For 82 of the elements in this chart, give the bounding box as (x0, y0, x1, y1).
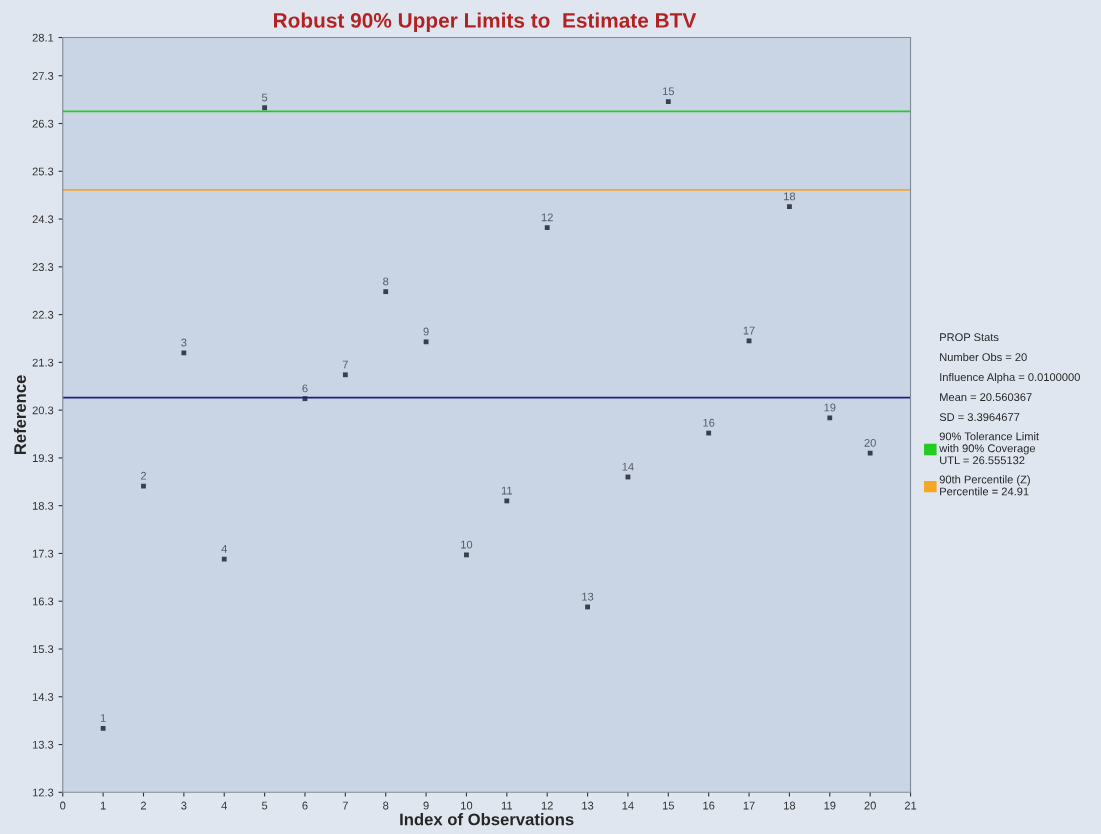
point (100, 725, 106, 731)
x-tick-label: 5 (261, 801, 268, 810)
point (827, 415, 833, 421)
annotation: 10 (461, 540, 473, 549)
y-tick-label: 27.3 (32, 72, 54, 80)
point (504, 498, 510, 504)
annotation: 4 (221, 545, 227, 553)
y-tick-label: 22.3 (32, 310, 54, 319)
y-tick-label: 26.3 (32, 119, 54, 128)
y-tick-label: 21.3 (32, 358, 54, 367)
y-tick-label: 18.3 (32, 501, 54, 510)
x-tick-label: 9 (423, 801, 429, 810)
annotation: 12 (541, 213, 553, 222)
legend-label: 90% Tolerance Limit with 90% Coverage UTL = 26.555132 (939, 432, 1039, 465)
x-tick-label: 4 (221, 801, 227, 810)
x-tick-label: 12 (541, 801, 553, 810)
point (262, 105, 268, 111)
y-tick-label: 20.3 (32, 406, 54, 415)
annotation: 15 (662, 87, 675, 96)
x-tick-label: 8 (383, 801, 389, 810)
annotation: 3 (181, 338, 187, 347)
annotation: 2 (140, 471, 147, 480)
x-tick-label: 19 (824, 801, 836, 810)
point (544, 225, 550, 231)
y-tick-label: 24.3 (32, 215, 54, 224)
y-tick-label: 12.3 (32, 788, 54, 797)
text: Number Obs = 20 (940, 352, 1027, 362)
annotation: 6 (302, 384, 308, 393)
x-tick-label: 21 (904, 801, 917, 810)
x-tick-label: 11 (501, 801, 513, 810)
x-tick-label: 18 (784, 801, 796, 810)
point (867, 450, 873, 456)
annotation: 5 (261, 93, 268, 102)
x-tick-label: 3 (181, 801, 187, 810)
x-tick-label: 20 (864, 801, 876, 810)
y-tick-label: 15.3 (32, 645, 54, 654)
y-axis-title: Reference (13, 375, 27, 455)
x-tick-label: 1 (100, 801, 106, 810)
y-tick-label: 28.1 (32, 33, 54, 42)
annotation: 11 (501, 486, 513, 495)
text: Influence Alpha = 0.0100000 (940, 372, 1080, 384)
x-axis-title: Index of Observations (400, 813, 574, 826)
annotation: 7 (342, 360, 348, 369)
x-tick-label: 0 (60, 801, 66, 810)
y-tick-label: 13.3 (32, 740, 54, 749)
x-tick-label: 7 (342, 801, 348, 810)
point (665, 99, 671, 104)
chart-title: Robust 90% Upper Limits to Estimate BTV (274, 12, 697, 32)
annotation: 20 (864, 438, 876, 447)
x-tick-label: 6 (302, 801, 308, 810)
x-tick-label: 17 (743, 801, 755, 810)
x-tick-label: 16 (703, 801, 715, 810)
point (787, 204, 792, 210)
y-tick-label: 23.3 (32, 263, 54, 271)
y-tick-label: 14.3 (32, 693, 54, 701)
x-tick-label: 15 (662, 801, 675, 810)
annotation: 9 (423, 327, 429, 336)
annotation: 18 (784, 192, 796, 201)
y-tick-label: 16.3 (32, 597, 54, 606)
point (181, 350, 187, 356)
point (342, 372, 348, 378)
text: SD = 3.3964677 (939, 413, 1020, 422)
annotation: 13 (582, 592, 594, 601)
x-tick-label: 10 (461, 801, 473, 810)
x-tick-label: 2 (140, 801, 147, 810)
legend-label: 90th Percentile (Z) Percentile = 24.91 (939, 475, 1030, 496)
point (221, 556, 227, 562)
annotation: 19 (824, 403, 836, 412)
annotation: 14 (622, 462, 634, 471)
annotation: 17 (743, 326, 755, 335)
annotation: 8 (383, 277, 389, 286)
annotation: 1 (100, 714, 106, 722)
text: Mean = 20.560367 (940, 393, 1032, 402)
x-tick-label: 14 (622, 801, 634, 810)
point (464, 552, 469, 558)
y-tick-label: 17.3 (32, 549, 54, 558)
annotation: 16 (703, 418, 715, 427)
point (383, 289, 389, 295)
y-tick-label: 25.3 (32, 167, 54, 176)
text: PROP Stats (940, 333, 999, 342)
y-tick-label: 19.3 (32, 454, 54, 463)
x-tick-label: 13 (582, 801, 594, 810)
